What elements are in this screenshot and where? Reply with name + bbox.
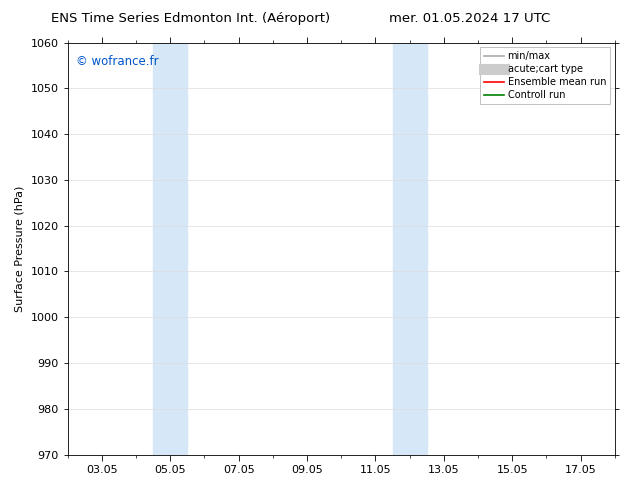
Text: © wofrance.fr: © wofrance.fr <box>76 55 158 68</box>
Legend: min/max, acute;cart type, Ensemble mean run, Controll run: min/max, acute;cart type, Ensemble mean … <box>481 48 610 104</box>
Text: mer. 01.05.2024 17 UTC: mer. 01.05.2024 17 UTC <box>389 12 550 25</box>
Y-axis label: Surface Pressure (hPa): Surface Pressure (hPa) <box>15 185 25 312</box>
Text: ENS Time Series Edmonton Int. (Aéroport): ENS Time Series Edmonton Int. (Aéroport) <box>51 12 330 25</box>
Bar <box>153 43 188 455</box>
Bar <box>392 43 427 455</box>
